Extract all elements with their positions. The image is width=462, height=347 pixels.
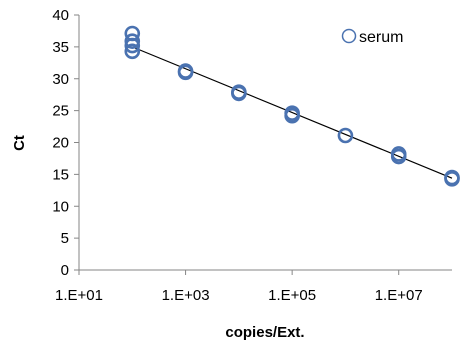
x-tick-label: 1.E+03 [162,287,210,304]
x-tick-label: 1.E+07 [375,287,423,304]
data-point [337,127,354,144]
data-point [124,33,141,49]
data-point [231,85,247,102]
trendline [132,46,453,179]
x-axis-title: copies/Ext. [225,324,304,341]
x-tick-label: 1.E+05 [268,287,316,304]
data-point [124,43,141,60]
y-tick-label: 15 [52,166,69,183]
y-tick-label: 10 [52,198,69,215]
legend: serum [341,28,403,46]
x-axis-ticks: 1.E+01 1.E+03 1.E+05 1.E+07 [55,270,423,304]
y-tick-label: 5 [61,230,69,247]
y-tick-label: 30 [52,71,69,88]
y-axis-title: Ct [11,135,28,151]
y-axis-ticks: 0 5 10 15 20 25 30 35 40 [52,7,79,279]
data-point [177,64,194,81]
data-point [284,107,300,124]
y-tick-label: 20 [52,135,69,152]
data-point [444,171,460,187]
data-point [124,37,141,54]
data-points [124,25,460,187]
x-tick-label: 1.E+01 [55,287,103,304]
legend-marker-serum [341,28,357,44]
y-tick-label: 40 [52,7,69,24]
legend-label-serum: serum [359,29,403,46]
data-point [390,148,407,165]
y-tick-label: 0 [61,262,69,279]
y-tick-label: 35 [52,39,69,56]
y-tick-label: 25 [52,103,69,120]
